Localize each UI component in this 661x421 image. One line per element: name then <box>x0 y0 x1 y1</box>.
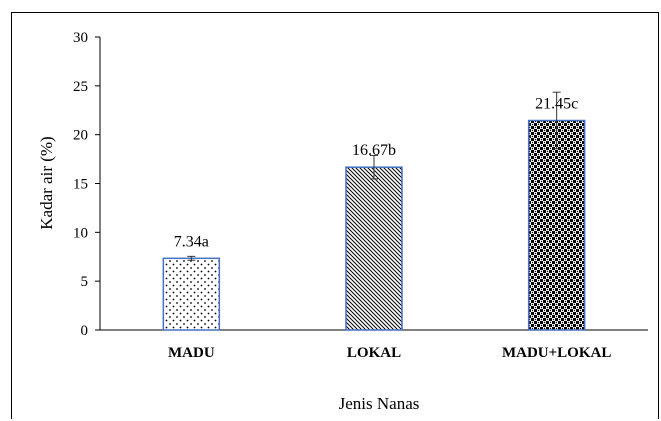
x-axis: MADU LOKAL MADU+LOKAL <box>100 329 648 361</box>
bar-lokal <box>345 166 403 331</box>
y-tick-label: 30 <box>73 30 88 46</box>
y-tick-label: 15 <box>73 177 88 193</box>
category-label: LOKAL <box>347 345 401 361</box>
y-tick-label: 20 <box>73 128 88 144</box>
y-axis: 0 5 10 15 20 25 30 <box>73 30 101 339</box>
data-label: 21.45c <box>535 96 578 113</box>
bars: 7.34a 16.67b 21.45c <box>162 91 586 331</box>
data-label: 16.67b <box>352 142 396 159</box>
x-axis-title: Jenis Nanas <box>339 394 420 413</box>
data-label: 7.34a <box>174 233 209 250</box>
y-tick-label: 5 <box>81 274 89 290</box>
chart-frame <box>11 12 659 419</box>
y-tick-label: 0 <box>81 323 89 339</box>
y-tick-label: 25 <box>73 79 88 95</box>
y-tick-label: 10 <box>73 225 88 241</box>
category-label: MADU+LOKAL <box>502 345 611 361</box>
bar-madu <box>162 257 221 331</box>
bar-madu-lokal <box>527 119 586 331</box>
y-axis-title: Kadar air (%) <box>37 136 56 229</box>
category-label: MADU <box>168 345 215 361</box>
